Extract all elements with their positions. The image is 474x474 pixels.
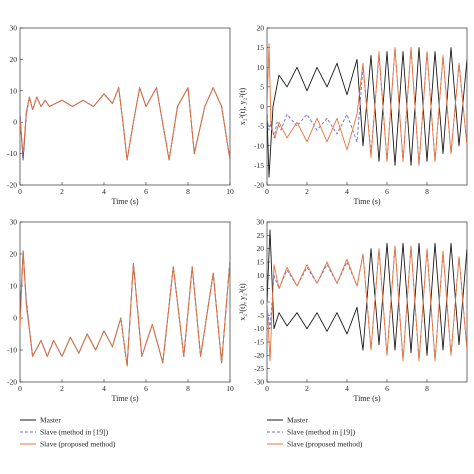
y-tick-label: 20 bbox=[257, 24, 265, 33]
y-tick-label: -10 bbox=[7, 346, 17, 355]
series-line-slave-method-19 bbox=[20, 87, 230, 161]
y-tick-label: 20 bbox=[10, 55, 18, 64]
legend-label: Master bbox=[287, 416, 308, 425]
x-tick-label: 0 bbox=[265, 187, 269, 196]
y-tick-label: 20 bbox=[257, 244, 265, 253]
series-line-slave-proposed bbox=[267, 245, 467, 362]
y-tick-label: 0 bbox=[260, 298, 264, 307]
x-axis-label: Time (s) bbox=[111, 394, 138, 403]
x-tick-label: 2 bbox=[60, 384, 64, 393]
legend-label: Slave (method in [19]) bbox=[40, 428, 109, 437]
y-axis-label: x₂²(t), y₂²(t) bbox=[238, 87, 247, 125]
legend-label: Slave (proposed method) bbox=[287, 440, 363, 449]
y-tick-label: -20 bbox=[254, 351, 264, 360]
x-tick-label: 8 bbox=[186, 187, 190, 196]
x-tick-label: 8 bbox=[425, 187, 429, 196]
y-tick-label: 5 bbox=[260, 284, 264, 293]
series-line-master bbox=[267, 47, 467, 178]
legend: Master Slave (method in [19]) Slave (propo… bbox=[20, 416, 116, 449]
chart-panel-bottom-left: 0 2 4 6 8 10 -20 -10 0 10 20 30 Time (s) bbox=[7, 218, 234, 404]
x-tick-label: 10 bbox=[226, 384, 234, 393]
y-tick-label: 0 bbox=[13, 118, 17, 127]
x-tick-label: 2 bbox=[305, 187, 309, 196]
y-tick-label: 30 bbox=[257, 218, 265, 227]
chart-panel-bottom-right: 0 2 4 6 8 -30 -25 -20 -15 -10 -5 0 5 10 15 20 25 30 Time (… bbox=[238, 218, 468, 403]
y-tick-label: -10 bbox=[254, 324, 264, 333]
x-tick-label: 2 bbox=[60, 187, 64, 196]
x-tick-label: 4 bbox=[102, 384, 106, 393]
x-axis-label: Time (s) bbox=[111, 197, 138, 206]
x-tick-label: 4 bbox=[345, 384, 349, 393]
legend-label: Master bbox=[40, 416, 61, 425]
y-tick-label: -15 bbox=[254, 161, 264, 170]
x-tick-label: 4 bbox=[345, 187, 349, 196]
y-tick-label: -10 bbox=[254, 141, 264, 150]
x-tick-label: 2 bbox=[305, 384, 309, 393]
series-line-master bbox=[20, 87, 230, 161]
series-line-slave-proposed bbox=[20, 87, 230, 161]
plot-frame bbox=[19, 27, 231, 186]
y-tick-label: 10 bbox=[257, 271, 265, 280]
y-tick-label: 0 bbox=[260, 102, 264, 111]
x-tick-label: 6 bbox=[144, 384, 148, 393]
y-tick-label: 25 bbox=[257, 231, 265, 240]
y-tick-label: 10 bbox=[257, 63, 265, 72]
y-tick-label: -25 bbox=[254, 364, 264, 373]
y-tick-label: -5 bbox=[258, 122, 264, 131]
x-axis-label: Time (s) bbox=[353, 197, 380, 206]
y-tick-label: -20 bbox=[7, 378, 17, 387]
legend-label: Slave (proposed method) bbox=[40, 440, 116, 449]
y-tick-label: 10 bbox=[10, 86, 18, 95]
series-line-slave-proposed bbox=[20, 250, 230, 367]
y-tick-label: -30 bbox=[254, 378, 264, 387]
chart-panel-top-left: 0 2 4 6 8 10 -20 -10 0 10 20 30 Time (s) bbox=[7, 24, 234, 207]
series-line-slave-proposed bbox=[267, 43, 467, 166]
x-tick-label: 6 bbox=[144, 187, 148, 196]
y-tick-label: -15 bbox=[254, 338, 264, 347]
x-tick-label: 0 bbox=[18, 384, 22, 393]
x-tick-label: 0 bbox=[265, 384, 269, 393]
y-tick-label: 15 bbox=[257, 43, 265, 52]
y-tick-label: -20 bbox=[7, 181, 17, 190]
x-tick-label: 6 bbox=[385, 187, 389, 196]
y-tick-label: 10 bbox=[10, 282, 18, 291]
y-tick-label: 5 bbox=[260, 82, 264, 91]
y-tick-label: -20 bbox=[254, 181, 264, 190]
chart-panel-top-right: 0 2 4 6 8 -20 -15 -10 -5 0 5 10 15 20 Time (s) x₂²(t), … bbox=[238, 24, 468, 206]
x-tick-label: 0 bbox=[18, 187, 22, 196]
y-tick-label: 30 bbox=[10, 24, 18, 33]
y-tick-label: 15 bbox=[257, 258, 265, 267]
y-tick-label: 20 bbox=[10, 250, 18, 259]
y-axis-label: x₂³(t), y₂³(t) bbox=[238, 283, 247, 321]
x-tick-label: 8 bbox=[186, 384, 190, 393]
y-tick-label: 30 bbox=[10, 218, 18, 227]
y-tick-label: -10 bbox=[7, 149, 17, 158]
x-tick-label: 4 bbox=[102, 187, 106, 196]
y-tick-label: 0 bbox=[13, 314, 17, 323]
y-tick-label: -5 bbox=[258, 311, 264, 320]
x-tick-label: 6 bbox=[385, 384, 389, 393]
x-tick-label: 8 bbox=[425, 384, 429, 393]
x-axis-label: Time (s) bbox=[353, 394, 380, 403]
plot-frame bbox=[19, 221, 231, 383]
legend-label: Slave (method in [19]) bbox=[287, 428, 356, 437]
legend: Master Slave (method in [19]) Slave (propo… bbox=[267, 416, 363, 449]
x-tick-label: 10 bbox=[226, 187, 234, 196]
series-line-slave-method-19 bbox=[267, 47, 467, 166]
